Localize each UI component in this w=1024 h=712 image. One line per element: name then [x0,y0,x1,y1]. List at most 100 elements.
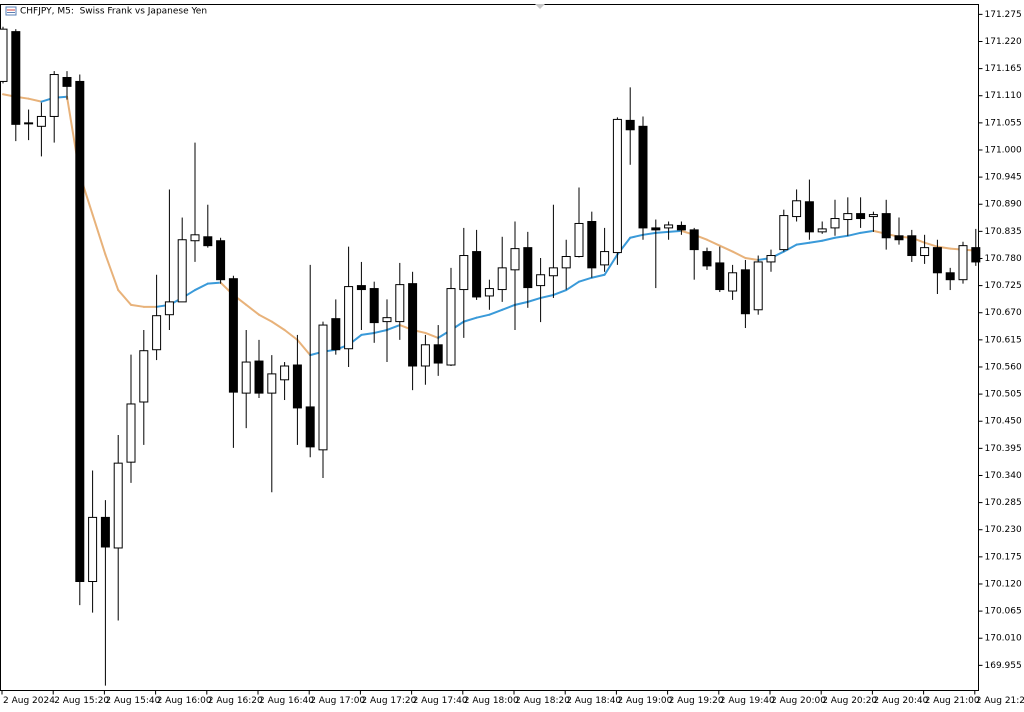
candle-body [459,255,469,291]
x-tick-label: 2 Aug 18:00 [464,696,519,706]
chart-title: CHFJPY, M5: Swiss Frank vs Japanese Yen [20,7,207,17]
x-tick-label: 2 Aug 19:40 [720,696,775,706]
moving-average-segment [706,238,721,247]
candle-body [561,256,571,269]
y-tick-label: 170.450 [985,417,1022,427]
moving-average-segment [667,229,683,233]
y-tick-label: 171.220 [985,37,1022,47]
x-tick-label: 2 Aug 17:20 [361,696,416,706]
moving-average-segment [603,253,619,276]
x-tick-label: 2 Aug 21:20 [976,696,1024,706]
y-tick-label: 169.955 [985,661,1022,671]
candle-body [0,28,8,82]
candle-body [11,31,21,125]
candle-body [88,516,98,583]
candle-body [830,218,840,229]
y-tick-label: 170.010 [985,634,1022,644]
moving-average-segment [245,303,260,316]
moving-average-segment [821,236,836,242]
candle-body [664,224,674,229]
y-tick-label: 171.110 [985,91,1022,101]
candle-body [113,462,123,549]
candle-body [318,324,328,451]
moving-average-segment [117,289,132,306]
x-tick-label: 2 Aug 16:00 [157,696,212,706]
y-tick-label: 170.615 [985,335,1022,345]
candle-body [24,122,34,125]
symbol-icon [5,6,17,16]
moving-average-segment [590,273,606,279]
shift-marker [535,4,545,9]
y-tick-label: 170.725 [985,281,1022,291]
moving-average-segment [539,293,555,299]
candle-body [472,251,482,298]
candle-body [382,317,392,323]
candle-body [241,361,251,394]
y-tick-label: 170.560 [985,362,1022,372]
candle-body [715,262,725,291]
candle-body [203,236,213,247]
moving-average-segment [258,313,273,323]
candle-body [254,360,264,394]
moving-average-segment [795,241,811,246]
candle-body [216,240,226,281]
moving-average-segment [834,234,849,239]
candle-body [779,215,789,251]
candle-body [75,80,85,583]
candle-body [920,247,930,257]
candle-body [548,267,558,277]
candle-body [190,234,200,242]
y-tick-label: 170.230 [985,525,1022,535]
moving-average-segment [578,276,593,283]
candle-body [395,284,405,323]
moving-average-segment [552,289,568,296]
candle-body [100,516,110,548]
candle-body [702,251,712,267]
x-tick-label: 2 Aug 16:20 [208,696,263,706]
moving-average-segment [206,281,222,285]
candle-body [139,350,149,403]
moving-average-segment [270,320,286,331]
candle-body [446,288,456,366]
plot-frame [0,4,979,691]
y-tick-label: 170.395 [985,444,1022,454]
x-tick-label: 2 Aug 18:40 [566,696,621,706]
moving-average-segment [642,231,657,236]
candle-body [651,227,661,231]
candle-body [945,272,955,281]
candle-body [958,245,968,281]
y-tick-label: 170.945 [985,173,1022,183]
moving-average-segment [386,324,401,331]
candle-body [881,213,891,239]
moving-average-segment [283,328,299,341]
candle-body [536,274,546,287]
y-tick-label: 171.055 [985,118,1022,128]
moving-average-segment [514,300,529,306]
candle-body [676,224,686,231]
y-tick-label: 170.285 [985,498,1022,508]
candle-body [612,118,622,254]
moving-average-segment [808,239,824,244]
candle-body [152,315,162,351]
candle-body [420,344,430,367]
y-tick-label: 170.120 [985,579,1022,589]
candle-body [267,373,277,394]
moving-average-segment [923,241,939,248]
y-tick-label: 170.505 [985,390,1022,400]
candle-body [894,235,904,241]
moving-average-segment [501,303,516,311]
moving-average-segment [565,280,580,292]
candle-body [728,272,738,292]
candle-body [638,125,648,229]
x-tick-label: 2 Aug 20:40 [873,696,928,706]
candle-body [971,247,981,263]
candle-body [625,119,635,131]
candle-body [510,248,520,271]
moving-average-segment [936,245,952,250]
candle-body [766,255,776,263]
moving-average-segment [296,338,312,357]
candle-body [331,318,341,351]
x-tick-label: 2 Aug 18:20 [515,696,570,706]
moving-average-segment [488,308,504,316]
